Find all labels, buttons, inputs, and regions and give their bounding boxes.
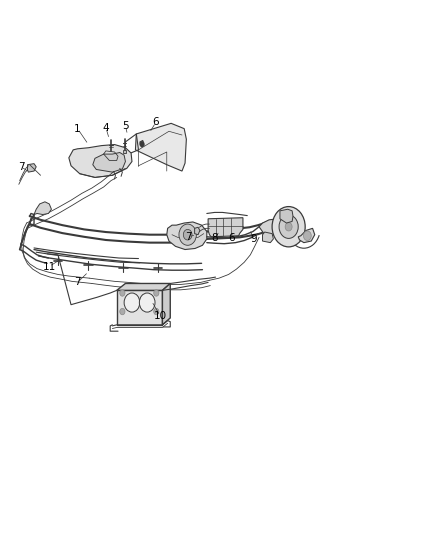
Text: 6: 6 (152, 117, 159, 127)
Polygon shape (298, 228, 315, 243)
Text: 7: 7 (185, 232, 192, 242)
Polygon shape (140, 140, 144, 147)
Polygon shape (117, 284, 170, 290)
Circle shape (139, 293, 155, 312)
Polygon shape (262, 232, 273, 243)
Polygon shape (93, 152, 125, 172)
Circle shape (154, 309, 159, 315)
Circle shape (120, 309, 125, 315)
Text: 1: 1 (74, 124, 81, 134)
Polygon shape (123, 150, 126, 152)
Text: 6: 6 (229, 233, 235, 243)
Polygon shape (194, 227, 200, 235)
Circle shape (272, 207, 305, 247)
Polygon shape (167, 222, 207, 249)
Text: 9: 9 (251, 234, 257, 244)
Text: 8: 8 (212, 233, 218, 243)
Polygon shape (34, 202, 51, 215)
Circle shape (140, 141, 144, 147)
Polygon shape (218, 233, 222, 236)
Text: 11: 11 (42, 262, 56, 271)
Circle shape (154, 290, 159, 296)
Circle shape (179, 224, 196, 245)
Text: 7: 7 (18, 162, 24, 172)
Circle shape (279, 215, 298, 238)
Text: 10: 10 (154, 311, 167, 321)
Polygon shape (162, 284, 170, 325)
Circle shape (124, 293, 140, 312)
Circle shape (184, 229, 192, 240)
Polygon shape (208, 217, 243, 237)
Polygon shape (280, 209, 293, 223)
Circle shape (304, 231, 311, 240)
Text: 7: 7 (74, 277, 81, 287)
Text: 5: 5 (122, 121, 129, 131)
Text: 4: 4 (102, 123, 109, 133)
Polygon shape (117, 290, 162, 325)
Polygon shape (28, 164, 36, 172)
Circle shape (120, 290, 125, 296)
Polygon shape (135, 123, 186, 171)
Polygon shape (259, 219, 286, 236)
Circle shape (285, 222, 292, 231)
Polygon shape (69, 144, 132, 177)
